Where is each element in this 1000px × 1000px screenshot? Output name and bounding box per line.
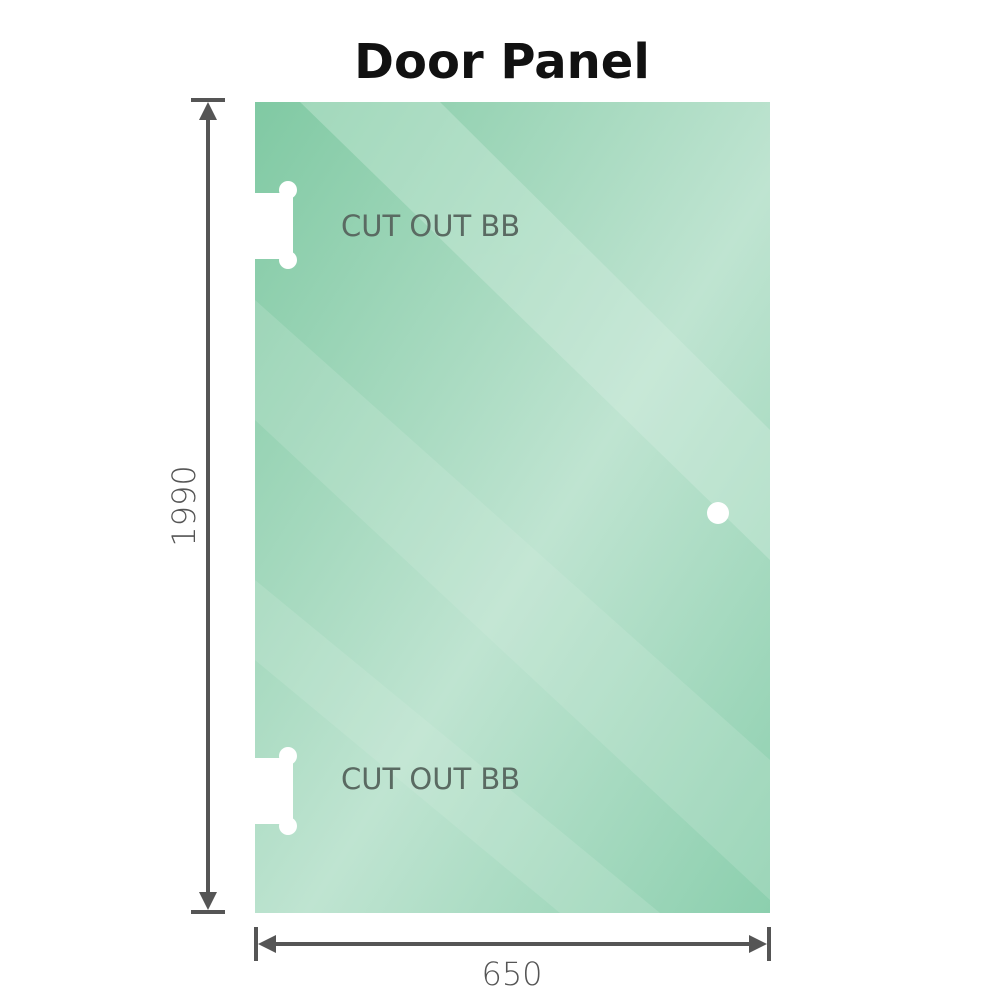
cutout-label-top: CUT OUT BB xyxy=(341,209,520,243)
cutout-top xyxy=(250,181,297,269)
width-label: 650 xyxy=(481,955,542,993)
cutout-label-bottom: CUT OUT BB xyxy=(341,762,520,796)
handle-hole xyxy=(707,502,729,524)
cutout-bottom xyxy=(250,747,297,835)
height-dimension-line xyxy=(191,98,225,914)
glass-reflections xyxy=(255,102,770,913)
page-title: Door Panel xyxy=(354,34,650,90)
height-label: 1990 xyxy=(165,465,203,546)
glass-panel xyxy=(250,102,770,913)
width-dimension-line xyxy=(254,927,771,961)
